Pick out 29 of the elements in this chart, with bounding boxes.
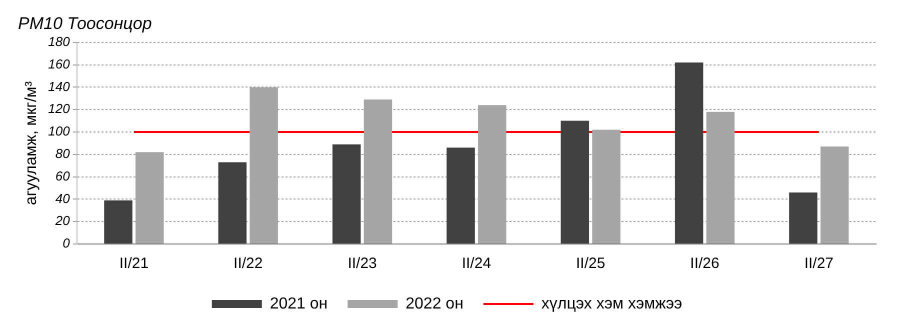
legend-label: 2021 он (270, 295, 328, 312)
x-tick-label: II/24 (462, 255, 492, 272)
x-tick-label: II/25 (576, 255, 606, 272)
legend-label: 2022 он (406, 295, 464, 312)
y-tick-label: 160 (48, 56, 71, 72)
y-tick-label: 60 (55, 168, 71, 184)
bar (218, 162, 247, 244)
chart-title: PM10 Тоосонцор (18, 14, 152, 33)
bar (446, 148, 475, 244)
y-tick-label: 80 (55, 146, 71, 162)
y-tick-label: 20 (54, 213, 71, 228)
bar (789, 192, 818, 244)
x-tick-label: II/23 (348, 255, 377, 272)
y-tick-label: 0 (62, 236, 71, 251)
y-tick-label: 100 (48, 124, 71, 139)
bar (104, 200, 132, 244)
x-tick-label: II/26 (690, 255, 720, 272)
bar (332, 144, 361, 244)
x-tick-label: II/27 (804, 255, 834, 272)
x-tick-label: II/21 (119, 255, 149, 272)
y-tick-label: 180 (48, 34, 71, 50)
y-tick-label: 140 (48, 78, 71, 94)
bar (674, 62, 704, 244)
bar (560, 120, 590, 244)
y-tick-label: 120 (48, 101, 71, 116)
y-tick-label: 40 (55, 190, 71, 206)
legend-label: хүлцэх хэм хэмжээ (541, 295, 682, 312)
x-tick-label: II/22 (234, 255, 263, 272)
y-axis-title: агууламж, мкг/м³ (23, 80, 40, 206)
